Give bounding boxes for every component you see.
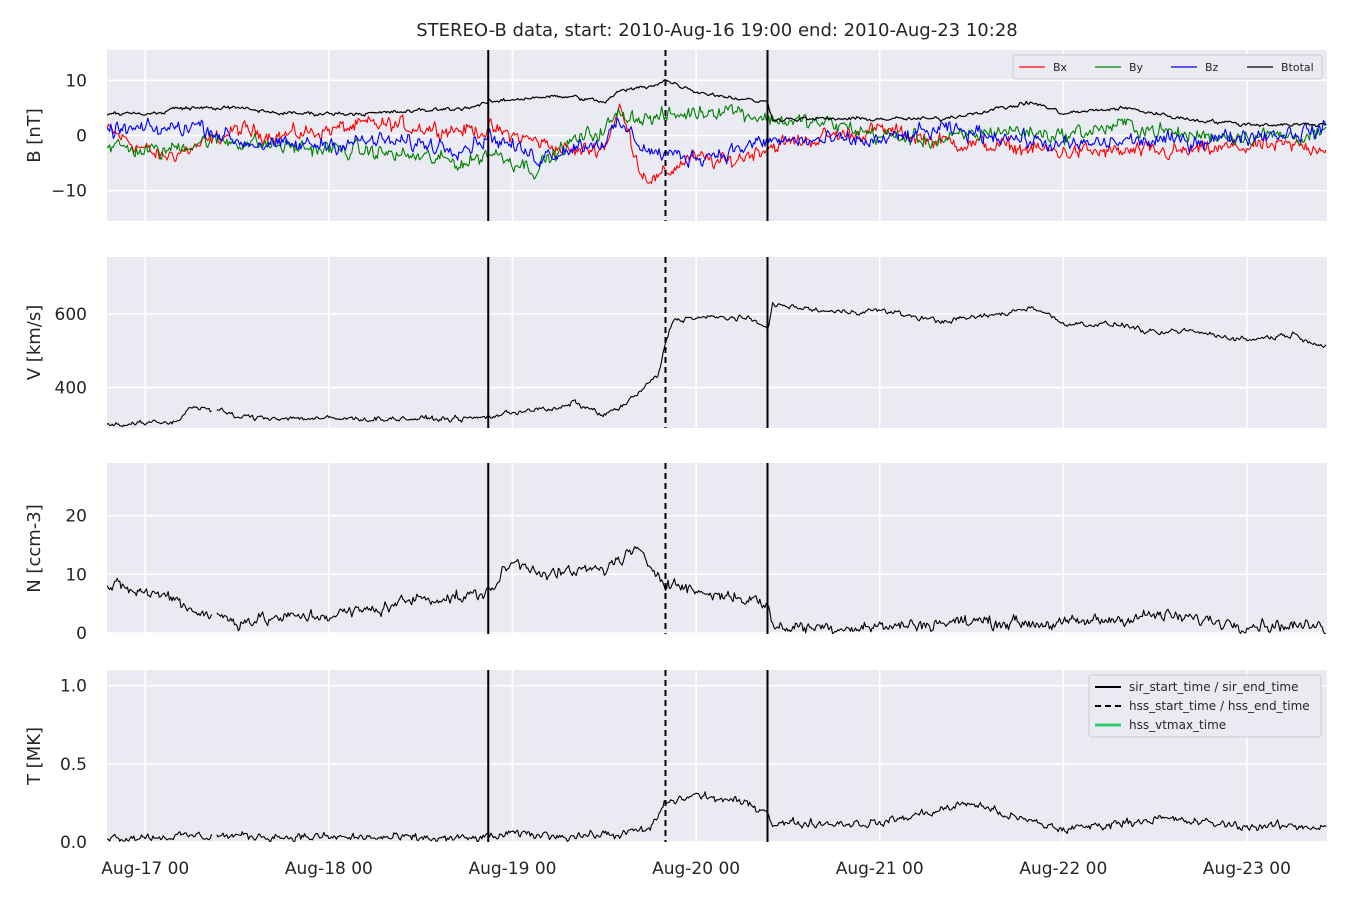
panel-B-series (107, 79, 1327, 184)
x-tick-label: Aug-22 00 (1019, 859, 1107, 879)
x-axis: Aug-17 00 Aug-18 00 Aug-19 00 Aug-20 00 Aug-… (101, 859, 1291, 879)
x-tick-label: Aug-20 00 (652, 859, 740, 879)
y-tick-label: 20 (65, 507, 87, 527)
panel-T-series (107, 791, 1327, 842)
series-line-Bx (107, 103, 1327, 184)
y-tick-label: 400 (55, 379, 87, 399)
y-tick-label: 10 (65, 71, 87, 91)
series-line-V (107, 302, 1327, 428)
y-tick-label: 0.5 (60, 755, 87, 775)
event-legend: sir_start_time / sir_end_time hss_start_t… (1088, 674, 1322, 738)
y-tick-label: 0.0 (60, 833, 87, 853)
b-legend: Bx By Bz Btotal (1012, 54, 1323, 80)
x-tick-label: Aug-19 00 (468, 859, 556, 879)
panel-T: 0.0 0.5 1.0 T [MK] sir_start_time / sir_end_… (24, 670, 1327, 853)
panel-N-series (107, 546, 1327, 634)
y-tick-label: 10 (65, 565, 87, 585)
y-axis-label-T: T [MK] (24, 727, 45, 786)
x-tick-label: Aug-18 00 (285, 859, 373, 879)
legend-label: Btotal (1281, 61, 1314, 74)
panel-V-axes (107, 257, 1327, 428)
y-tick-label: 1.0 (60, 677, 87, 697)
panels: −10 0 10 B [nT] Bx By Bz Btotal 400 600 V [km/s] 0 1… (24, 50, 1327, 879)
y-tick-label: 0 (76, 127, 87, 147)
panel-V-series (107, 302, 1327, 428)
legend-label: Bz (1205, 61, 1219, 74)
series-line-Btotal (107, 79, 1327, 128)
y-axis-label-N: N [ccm-3] (24, 504, 45, 593)
panel-N-axes (107, 463, 1327, 634)
legend-frame (1012, 54, 1323, 80)
panel-V: 400 600 V [km/s] (24, 257, 1327, 428)
series-line-Bz (107, 117, 1327, 168)
legend-label: hss_vtmax_time (1129, 718, 1226, 732)
x-tick-label: Aug-17 00 (101, 859, 189, 879)
legend-label: sir_start_time / sir_end_time (1129, 680, 1299, 694)
y-axis-label-V: V [km/s] (24, 305, 45, 380)
series-line-By (107, 104, 1327, 180)
legend-frame (1088, 674, 1322, 738)
y-tick-label: 600 (55, 305, 87, 325)
y-tick-label: 0 (76, 624, 87, 644)
x-tick-label: Aug-23 00 (1203, 859, 1291, 879)
legend-label: By (1129, 61, 1144, 74)
panel-B: −10 0 10 B [nT] Bx By Bz Btotal (24, 50, 1327, 221)
panel-N: 0 10 20 N [ccm-3] (24, 463, 1327, 644)
legend-label: Bx (1053, 61, 1068, 74)
series-line-N (107, 546, 1327, 634)
y-tick-label: −10 (51, 182, 87, 202)
y-axis-label-B: B [nT] (24, 108, 45, 163)
series-line-T (107, 791, 1327, 842)
figure-title: STEREO-B data, start: 2010-Aug-16 19:00 … (416, 20, 1017, 41)
x-tick-label: Aug-21 00 (836, 859, 924, 879)
legend-label: hss_start_time / hss_end_time (1129, 699, 1310, 713)
